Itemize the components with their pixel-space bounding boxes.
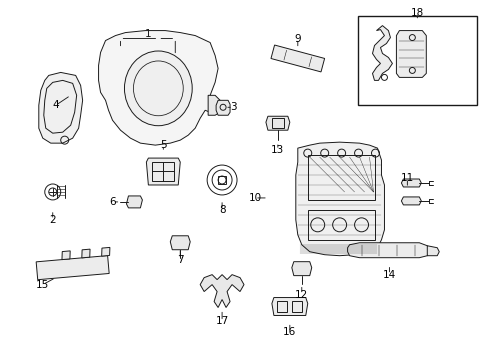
Text: 1: 1 — [145, 28, 152, 39]
Polygon shape — [208, 95, 220, 115]
Text: 7: 7 — [177, 255, 184, 265]
Text: 17: 17 — [216, 316, 229, 327]
Text: 13: 13 — [271, 145, 285, 155]
Text: 3: 3 — [230, 102, 236, 112]
Polygon shape — [396, 31, 426, 77]
Text: 18: 18 — [411, 8, 424, 18]
Text: 8: 8 — [219, 205, 225, 215]
Text: 15: 15 — [36, 280, 49, 289]
Ellipse shape — [124, 51, 192, 126]
Bar — [308, 210, 375, 240]
Polygon shape — [171, 236, 190, 250]
Polygon shape — [216, 100, 230, 115]
Polygon shape — [401, 179, 421, 187]
Text: 4: 4 — [52, 100, 59, 110]
Text: 16: 16 — [283, 327, 296, 337]
Text: 10: 10 — [248, 193, 262, 203]
Bar — [308, 155, 375, 200]
Bar — [272, 118, 284, 128]
Polygon shape — [62, 251, 70, 260]
Text: 5: 5 — [160, 140, 167, 150]
Polygon shape — [292, 262, 312, 276]
Polygon shape — [36, 256, 109, 280]
Polygon shape — [272, 298, 308, 315]
Text: 9: 9 — [294, 33, 301, 44]
Text: 12: 12 — [295, 289, 308, 300]
Polygon shape — [372, 26, 392, 80]
Polygon shape — [427, 246, 439, 256]
Bar — [218, 176, 226, 184]
Bar — [292, 301, 302, 312]
Polygon shape — [296, 142, 385, 256]
Polygon shape — [98, 31, 218, 145]
Polygon shape — [401, 197, 421, 205]
Polygon shape — [200, 275, 244, 307]
Polygon shape — [82, 249, 90, 258]
Text: 11: 11 — [401, 173, 414, 183]
Polygon shape — [39, 72, 83, 143]
Polygon shape — [347, 243, 431, 258]
Polygon shape — [101, 247, 110, 256]
Polygon shape — [126, 196, 143, 208]
Text: 14: 14 — [383, 270, 396, 280]
Text: 2: 2 — [49, 215, 56, 225]
Bar — [358, 15, 477, 105]
Polygon shape — [147, 158, 180, 185]
Bar — [277, 301, 287, 312]
Polygon shape — [266, 116, 290, 130]
Polygon shape — [271, 45, 324, 72]
Text: 6: 6 — [109, 197, 116, 207]
